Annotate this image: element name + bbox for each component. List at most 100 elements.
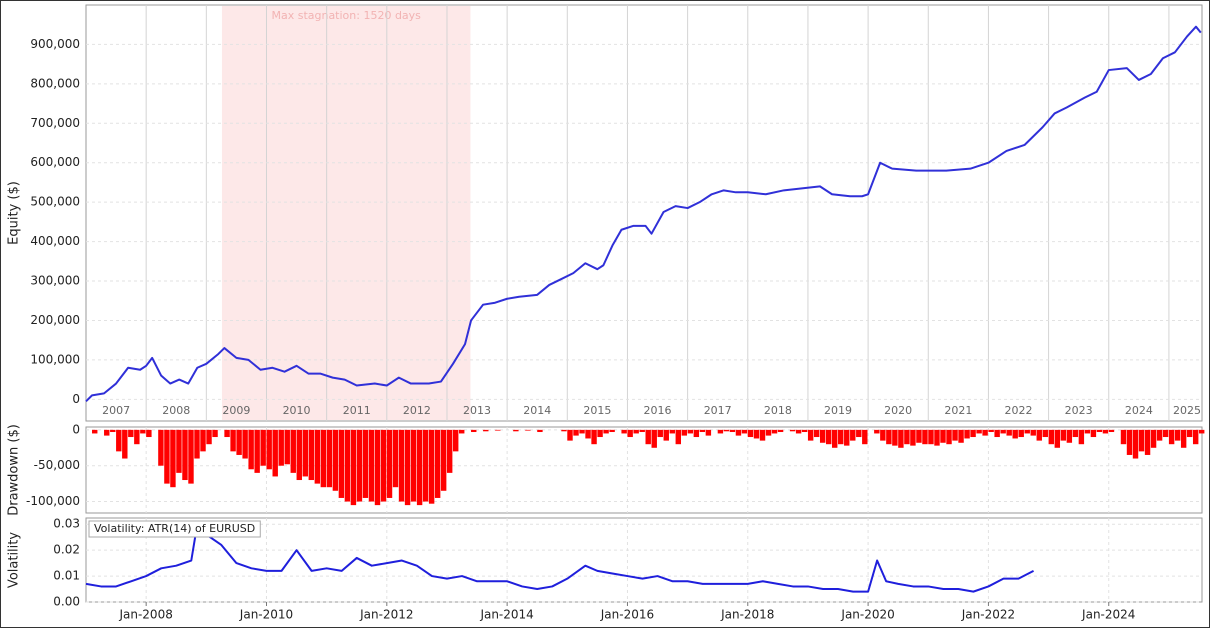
drawdown-bar [422, 429, 429, 502]
drawdown-bar [561, 429, 567, 432]
x-tick-label: Jan-2010 [239, 608, 293, 622]
drawdown-bar [627, 429, 633, 438]
drawdown-bar [753, 429, 760, 439]
drawdown-bar [819, 429, 826, 443]
plot-area [85, 517, 1203, 603]
drawdown-bar [1060, 429, 1067, 441]
drawdown-bar [320, 429, 327, 488]
x-tick-label: 2007 [102, 404, 130, 417]
drawdown-bar [1090, 429, 1097, 438]
drawdown-bar [272, 429, 278, 477]
drawdown-bar [729, 429, 736, 433]
drawdown-bar [832, 429, 838, 448]
x-tick-label: 2009 [222, 404, 250, 417]
drawdown-bar [1006, 429, 1012, 436]
y-tick-label: 700,000 [30, 116, 80, 130]
drawdown-bar [368, 429, 375, 502]
drawdown-bar [410, 429, 417, 502]
drawdown-bar [777, 429, 784, 433]
drawdown-bar [416, 429, 423, 506]
drawdown-bar [585, 429, 591, 439]
drawdown-bar [404, 429, 411, 506]
drawdown-bar [1024, 429, 1030, 434]
drawdown-bar [1066, 429, 1073, 443]
drawdown-bar [1042, 429, 1048, 438]
drawdown-bar [140, 429, 146, 434]
drawdown-bar [362, 429, 369, 498]
drawdown-bar [741, 429, 748, 434]
legend-label: Volatility: ATR(14) of EURUSD [94, 522, 255, 535]
drawdown-bar [146, 429, 152, 438]
x-tick-label: Jan-2018 [720, 608, 774, 622]
drawdown-bar [380, 429, 387, 502]
drawdown-bar [603, 429, 609, 434]
x-tick-label: 2017 [704, 404, 732, 417]
x-tick-label: 2018 [764, 404, 792, 417]
drawdown-bar [248, 429, 254, 470]
y-tick-label: 0.01 [53, 569, 80, 583]
drawdown-bar [964, 429, 970, 439]
drawdown-bar [825, 429, 832, 445]
drawdown-bar [904, 429, 910, 445]
drawdown-bar [645, 429, 651, 445]
drawdown-bar [675, 429, 681, 445]
drawdown-bar [284, 429, 290, 465]
x-tick-label: Jan-2012 [359, 608, 413, 622]
drawdown-bar [1054, 429, 1061, 448]
drawdown-bar [92, 429, 98, 434]
drawdown-bar [807, 429, 814, 441]
x-tick-label: Jan-2016 [600, 608, 654, 622]
stagnation-band [221, 6, 471, 420]
drawdown-bar [699, 429, 706, 433]
drawdown-bar [452, 429, 459, 452]
drawdown-bar [813, 429, 820, 438]
drawdown-bar [934, 429, 940, 446]
drawdown-bar [862, 429, 868, 445]
x-tick-label: 2023 [1065, 404, 1093, 417]
x-tick-label: Jan-2020 [840, 608, 894, 622]
y-tick-label: 200,000 [30, 313, 80, 327]
drawdown-bar [1156, 429, 1163, 441]
drawdown-bar [916, 429, 922, 443]
drawdown-bar [765, 429, 772, 436]
y-tick-label: 0.03 [53, 517, 80, 531]
drawdown-bar [597, 429, 603, 438]
drawdown-bar [158, 429, 164, 466]
x-tick-label: Jan-2022 [961, 608, 1015, 622]
x-tick-label: 2020 [884, 404, 912, 417]
drawdown-bar [928, 429, 934, 445]
drawdown-bar [651, 429, 657, 448]
drawdown-bar [164, 429, 170, 484]
drawdown-bar [200, 429, 206, 452]
drawdown-bar [1132, 429, 1139, 459]
drawdown-bar [236, 429, 242, 455]
y-tick-label: 0.02 [53, 543, 80, 557]
drawdown-bar [332, 429, 339, 491]
y-tick-label: 400,000 [30, 234, 80, 248]
drawdown-bar [1036, 429, 1042, 441]
drawdown-bar [242, 429, 248, 459]
drawdown-bar [1162, 429, 1169, 438]
drawdown-bar [940, 429, 946, 443]
x-tick-label: 2012 [403, 404, 431, 417]
drawdown-bar [850, 429, 856, 441]
plot-area [85, 426, 1203, 514]
y-axis-label: Drawdown ($) [7, 424, 22, 516]
drawdown-bar [723, 429, 730, 432]
drawdown-bar [663, 429, 669, 441]
drawdown-bar [669, 429, 675, 434]
drawdown-bar [224, 429, 230, 438]
drawdown-bar [771, 429, 778, 434]
drawdown-bar [838, 429, 844, 445]
drawdown-bar [290, 429, 296, 473]
drawdown-bar [188, 429, 194, 484]
drawdown-bar [326, 429, 333, 488]
y-tick-label: 0 [72, 392, 80, 406]
y-tick-label: 600,000 [30, 155, 80, 169]
drawdown-bar [254, 429, 260, 473]
drawdown-bar [946, 429, 952, 445]
drawdown-bar [982, 429, 988, 436]
drawdown-bar [759, 429, 766, 441]
drawdown-bar [1144, 429, 1151, 455]
